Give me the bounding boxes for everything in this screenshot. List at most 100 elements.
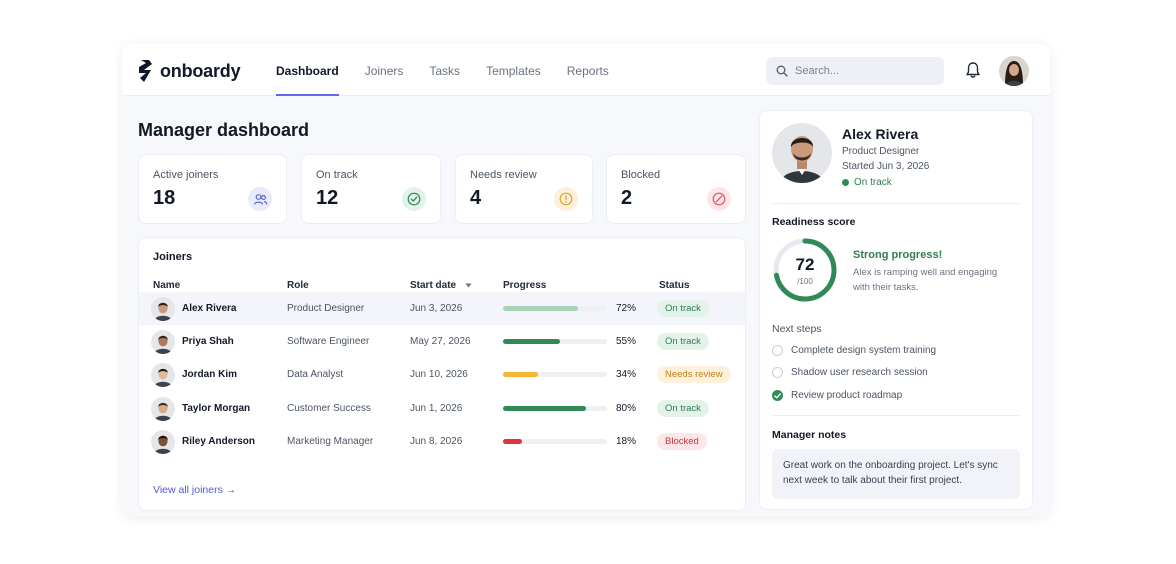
table-row[interactable]: Taylor Morgan Customer Success Jun 1, 2026… [139,392,745,425]
joiner-role: Product Designer [287,303,365,314]
manager-notes-text[interactable]: Great work on the onboarding project. Le… [772,449,1020,499]
progress-bar [503,372,607,377]
col-start-date-label: Start date [410,280,457,291]
joiner-start-date: May 27, 2026 [410,336,471,347]
joiner-role: Marketing Manager [287,436,374,447]
joiner-start-date: Jun 10, 2026 [410,369,468,380]
step-item[interactable]: Complete design system training [772,345,936,356]
user-avatar-image [999,56,1029,86]
readiness-ring [773,238,837,302]
progress-percent: 18% [616,436,637,447]
logo-text: onboardy [160,60,241,81]
profile-avatar-image [772,123,832,183]
progress-bar-fill [503,306,578,311]
search-input[interactable] [795,65,935,77]
progress-bar-fill [503,339,561,344]
joiner-detail-panel: Alex Rivera Product Designer Started Jun… [759,110,1033,510]
tab-tasks[interactable]: Tasks [429,64,461,78]
status-badge: Blocked [657,433,707,450]
status-badge: On track [657,400,709,417]
kpi-value: 12 [316,187,339,209]
table-row[interactable]: Priya Shah Software Engineer May 27, 2026 5… [139,325,745,358]
table-row[interactable]: Riley Anderson Marketing Manager Jun 8, 20… [139,425,745,458]
kpi-label: Needs review [470,169,537,181]
joiner-name-cell: Riley Anderson [151,425,255,458]
readiness-max: /100 [797,277,813,286]
progress-bar-fill [503,406,587,411]
col-status: Status [659,280,690,291]
joiner-name: Riley Anderson [182,436,255,447]
sort-down-icon[interactable] [465,283,472,288]
step-item[interactable]: Review product roadmap [772,390,902,401]
table-header: Name Role Start date Progress Status [139,280,745,300]
table-row[interactable]: Jordan Kim Data Analyst Jun 10, 2026 34% Nee… [139,358,745,391]
kpi-value: 4 [470,187,482,209]
readiness-title: Readiness score [772,216,856,228]
kpi-active-joiners[interactable]: Active joiners 18 [138,154,287,224]
onboardy-logo-icon [139,60,152,82]
progress-bar-fill [503,372,539,377]
tab-dashboard[interactable]: Dashboard [276,44,339,96]
status-badge: Needs review [657,366,731,383]
blocked-circle-icon [707,187,731,211]
next-steps-title: Next steps [772,323,822,335]
kpi-value: 18 [153,187,176,209]
kpi-label: Blocked [621,169,661,181]
joiner-avatar [151,429,175,454]
divider [772,203,1020,204]
progress-bar [503,339,607,344]
check-circle-icon [402,187,426,211]
progress-bar [503,306,607,311]
progress-bar-fill [503,439,522,444]
joiner-start-date: Jun 8, 2026 [410,436,463,447]
joiner-name: Priya Shah [182,336,234,347]
status-badge: On track [657,300,709,317]
tab-reports[interactable]: Reports [566,64,609,78]
progress-bar [503,406,607,411]
readiness-headline: Strong progress! [853,249,943,261]
progress-bar [503,439,607,444]
kpi-blocked[interactable]: Blocked 2 [606,154,746,224]
page-title: Manager dashboard [138,120,310,140]
joiner-name-cell: Jordan Kim [151,358,237,391]
joiner-name: Jordan Kim [182,369,238,380]
progress-percent: 55% [616,336,637,347]
profile-status: On track [842,177,892,188]
progress-percent: 72% [616,303,637,314]
kpi-label: On track [316,169,358,181]
joiner-avatar [151,296,175,321]
joiner-start-date: Jun 1, 2026 [410,403,463,414]
kpi-needs-review[interactable]: Needs review 4 [455,154,593,224]
search-icon [776,65,788,77]
tab-joiners[interactable]: Joiners [364,64,404,78]
unchecked-circle-icon[interactable] [772,367,783,378]
col-name: Name [153,280,181,291]
unchecked-circle-icon[interactable] [772,345,783,356]
joiners-table-card: Joiners Name Role Start date Progress St… [138,237,746,511]
table-row[interactable]: Alex Rivera Product Designer Jun 3, 2026 72… [139,292,745,325]
joiners-title: Joiners [153,251,193,263]
app-window: onboardy Dashboard Joiners Tasks Templat… [122,44,1050,516]
tab-templates[interactable]: Templates [486,64,541,78]
readiness-score: 72 [795,255,815,274]
main-content: Manager dashboard Active joiners 18 On t… [138,96,746,511]
kpi-on-track[interactable]: On track 12 [301,154,441,224]
col-start-date[interactable]: Start date [410,280,472,291]
step-item[interactable]: Shadow user research session [772,367,928,378]
alert-circle-icon [554,187,578,211]
joiner-avatar [151,362,175,387]
profile-name: Alex Rivera [842,126,919,142]
checked-circle-icon[interactable] [772,390,783,401]
joiner-role: Software Engineer [287,336,370,347]
logo[interactable]: onboardy [138,59,241,83]
readiness-description: Alex is ramping well and engaging with t… [853,267,998,293]
user-avatar[interactable] [999,56,1029,86]
view-all-joiners-link[interactable]: View all joiners → [153,484,237,496]
joiner-start-date: Jun 3, 2026 [410,303,463,314]
joiner-name: Alex Rivera [182,303,237,314]
col-role: Role [287,280,309,291]
joiner-role: Customer Success [287,403,371,414]
profile-status-label: On track [854,177,892,188]
bell-icon[interactable] [964,61,982,79]
search-box[interactable] [766,57,944,85]
